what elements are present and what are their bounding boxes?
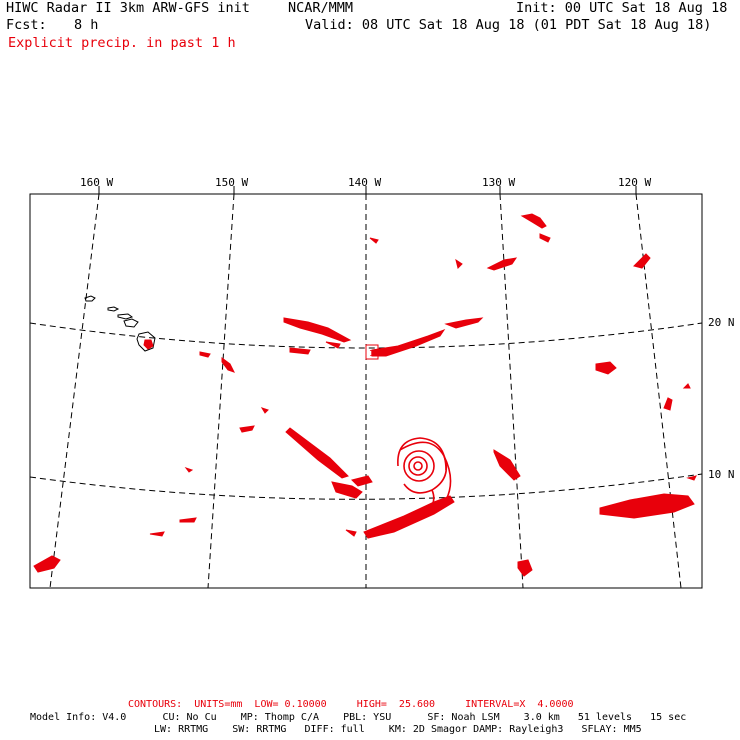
- precip-band-20n-east: [371, 328, 446, 357]
- valid-time: Valid: 08 UTC Sat 18 Aug 18 (01 PDT Sat …: [305, 17, 712, 33]
- init-time: Init: 00 UTC Sat 18 Aug 18: [516, 0, 728, 16]
- lon-label-150w: 150 W: [215, 176, 248, 189]
- precip-cell: [289, 347, 311, 355]
- lon-label-140w: 140 W: [348, 176, 381, 189]
- meridian-150w: [207, 193, 235, 589]
- precip-cell: [682, 383, 691, 389]
- island-big-island: [136, 331, 156, 352]
- precip-cell: [345, 529, 357, 537]
- precip-cell: [493, 449, 521, 481]
- precip-cell: [179, 517, 197, 523]
- meridian-160w: [49, 193, 100, 589]
- island-maui: [123, 318, 139, 328]
- precip-cell: [33, 555, 61, 573]
- precip-hawaii: [143, 339, 154, 350]
- precip-cell: [455, 258, 463, 269]
- precip-band-east: [599, 493, 695, 519]
- precip-cell: [486, 257, 518, 271]
- precip-cell: [517, 559, 533, 577]
- field-description: Explicit precip. in past 1 h: [8, 35, 236, 51]
- lon-label-120w: 120 W: [618, 176, 651, 189]
- meridian-120w: [635, 193, 682, 589]
- precip-cell: [444, 317, 484, 329]
- precip-cell: [663, 397, 673, 411]
- precip-cell: [149, 531, 165, 537]
- precip-cell: [221, 357, 235, 373]
- organization-label: NCAR/MMM: [288, 0, 354, 16]
- precip-cell: [539, 233, 551, 243]
- precip-cell: [184, 467, 194, 473]
- precip-cell: [239, 425, 255, 433]
- precip-cell: [325, 341, 341, 349]
- precip-cell: [633, 253, 651, 269]
- model-info-line1: Model Info: V4.0 CU: No Cu MP: Thomp C/A…: [30, 712, 687, 723]
- forecast-hour: 8 h: [74, 17, 99, 33]
- nest-box-label: 1: [369, 349, 374, 358]
- precip-cell: [260, 407, 269, 414]
- lat-label-10n: 10 N: [708, 468, 735, 481]
- forecast-label: Fcst:: [6, 17, 47, 33]
- model-info-line2: LW: RRTMG SW: RRTMG DIFF: full KM: 2D Sm…: [154, 724, 642, 735]
- precip-band-west: [285, 427, 349, 479]
- lon-label-130w: 130 W: [482, 176, 515, 189]
- island-kauai: [84, 295, 96, 302]
- precip-cell: [369, 237, 379, 244]
- precip-areas: [33, 213, 697, 577]
- precip-cell: [199, 351, 211, 358]
- hurricane-spiral: [397, 437, 452, 521]
- contour-info: CONTOURS: UNITS=mm LOW= 0.10000 HIGH= 25…: [128, 699, 574, 710]
- lon-label-160w: 160 W: [80, 176, 113, 189]
- precip-cell: [520, 213, 547, 229]
- lon-ticks: [98, 186, 637, 194]
- meridians: [49, 193, 682, 589]
- island-oahu: [107, 306, 120, 312]
- lat-label-20n: 20 N: [708, 316, 735, 329]
- hawaii-islands: [84, 295, 156, 352]
- island-molokai: [117, 313, 134, 320]
- meridian-130w: [499, 193, 524, 589]
- precip-cell: [595, 361, 617, 375]
- precip-cell: [331, 481, 363, 499]
- precip-band-20n: [283, 317, 352, 343]
- precip-cell: [686, 475, 697, 481]
- precip-cell: [351, 475, 373, 487]
- plot-title: HIWC Radar II 3km ARW-GFS init: [6, 0, 250, 16]
- precip-band-south: [363, 495, 455, 539]
